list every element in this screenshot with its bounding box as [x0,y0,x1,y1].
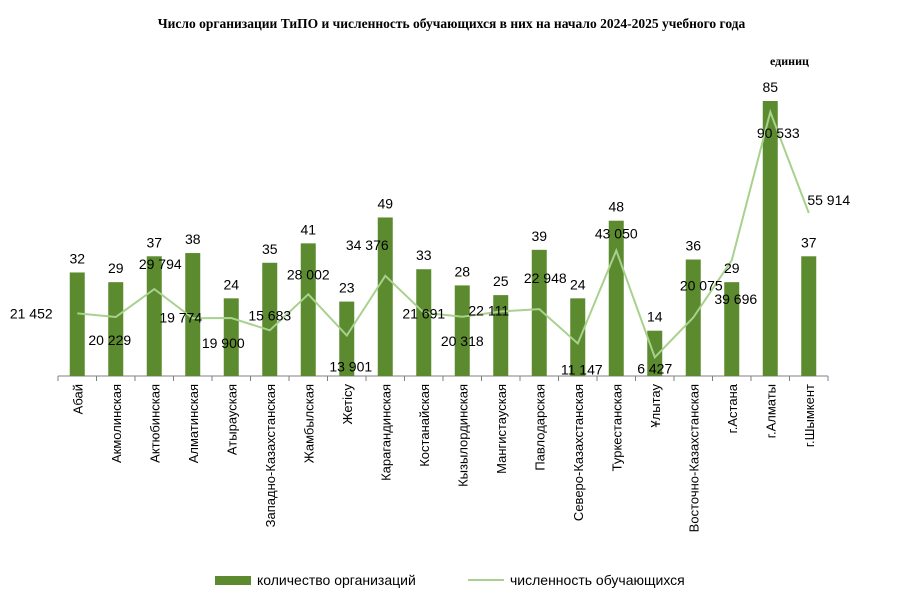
line-value-label: 20 075 [680,277,723,293]
bar-7 [339,301,355,376]
bar-15 [647,330,663,376]
category-label: Костанайская [417,384,432,467]
bar-value-label: 24 [223,276,239,292]
category-label: Карагандинская [378,384,393,481]
bar-value-label: 25 [493,273,509,289]
bar-11 [493,295,509,376]
line-series [77,108,810,360]
bar-5 [262,262,278,376]
bar-17 [724,282,740,376]
bar-value-label: 35 [262,241,278,257]
line-value-label: 19 900 [202,335,245,351]
bar-value-label: 24 [570,276,586,292]
bar-6 [300,243,316,376]
category-label: Павлодарская [532,384,547,471]
line-value-label: 19 774 [159,309,202,325]
bar-value-label: 28 [454,263,470,279]
bar-10 [454,285,470,376]
line-value-label: 28 002 [287,266,330,282]
category-label: Ұлытау [648,384,663,428]
category-label: Жамбылская [301,384,316,463]
category-label: Актюбинская [147,384,162,463]
bar-2 [146,256,162,376]
chart-title: Число организации ТиПО и численность обу… [157,16,746,31]
line-value-label: 20 229 [88,332,131,348]
line-value-label: 22 111 [468,303,509,319]
category-label: г.Астана [725,383,740,433]
category-label: Мангистауская [494,384,509,474]
bar-value-label: 29 [724,260,740,276]
bar-value-label: 38 [185,231,201,247]
category-label: Северо-Казахстанская [571,384,586,521]
bar-3 [185,253,201,376]
bar-value-label: 85 [762,79,778,95]
line-value-label: 20 318 [441,333,484,349]
line-value-label: 43 050 [595,225,638,241]
category-label: Западно-Казахстанская [263,384,278,527]
legend-bars-label: количество организаций [257,572,416,588]
line-value-label: 22 948 [524,270,567,286]
bar-value-label: 14 [647,309,663,325]
category-label: г.Алматы [763,384,778,438]
legend-bars: количество организаций [215,572,416,588]
category-label: Кызылординская [455,384,470,487]
line-value-label: 13 901 [329,358,372,374]
category-label: Восточно-Казахстанская [686,384,701,532]
legend-line-swatch [468,579,504,581]
bar-12 [531,249,547,376]
line-value-label: 90 533 [757,125,800,141]
bar-value-label: 37 [146,234,162,250]
bar-value-label: 49 [377,195,393,211]
bar-value-label: 48 [608,199,624,215]
bar-19 [801,256,817,376]
line-value-label: 11 147 [561,361,603,377]
category-label: Атырауская [224,384,239,455]
category-label: Абай [70,384,85,414]
unit-label: единиц [770,54,809,68]
bar-value-label: 29 [108,260,124,276]
bar-value-label: 36 [685,238,701,254]
bar-8 [377,217,393,376]
line-value-label: 39 696 [714,291,757,307]
bar-value-label: 41 [300,221,316,237]
line-value-label: 15 683 [248,307,291,323]
category-label: Жетісу [340,384,355,425]
line-value-label: 29 794 [139,256,182,272]
bar-value-label: 37 [801,234,817,250]
bar-9 [416,269,432,376]
legend-line: численность обучающихся [468,572,685,588]
line-value-label: 34 376 [346,237,389,253]
bar-value-label: 32 [69,250,85,266]
legend-bar-swatch [215,575,251,585]
bar-1 [108,282,124,376]
bar-value-label: 39 [531,228,547,244]
category-label: Алматинская [186,384,201,463]
bar-18 [762,101,778,376]
line-value-label: 21 452 [10,305,53,321]
bar-value-label: 33 [416,247,432,263]
category-label: Акмолинская [109,384,124,463]
line-value-label: 55 914 [807,192,850,208]
legend-line-label: численность обучающихся [510,572,685,588]
line-value-label: 6 427 [637,360,672,376]
bar-13 [570,298,586,376]
bar-0 [69,272,85,376]
line-value-label: 21 691 [402,306,445,322]
category-label: г.Шымкент [802,384,817,447]
bar-value-label: 23 [339,280,355,296]
bar-14 [608,220,624,376]
category-label: Туркестанская [609,384,624,471]
